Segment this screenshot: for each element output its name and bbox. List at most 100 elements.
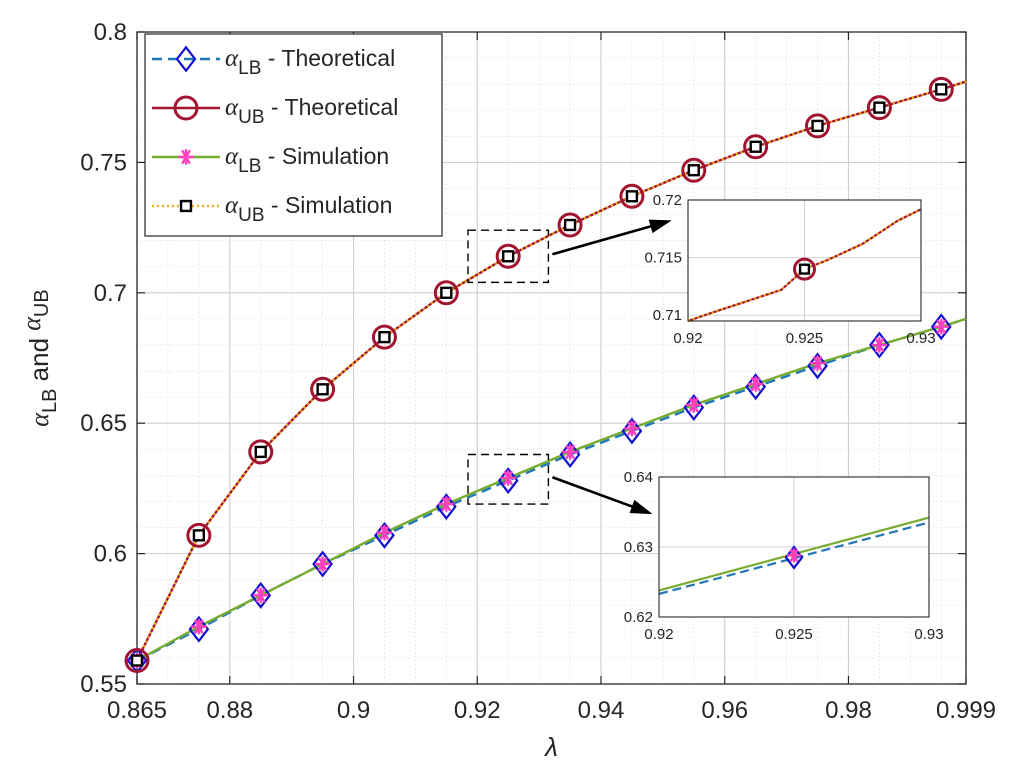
inset-y-tick-label: 0.64 bbox=[624, 469, 653, 486]
marker-asterisk bbox=[438, 496, 455, 512]
marker-diamond bbox=[621, 417, 643, 445]
marker-circle bbox=[681, 157, 707, 183]
marker-diamond bbox=[175, 45, 197, 73]
marker-circle bbox=[805, 113, 831, 139]
series-markers-2 bbox=[129, 318, 950, 669]
inset-frame bbox=[658, 476, 930, 618]
inset-line bbox=[658, 521, 930, 595]
legend: αLB - Theoretical αUB - Theoretical αLB - … bbox=[144, 33, 443, 237]
marker-diamond bbox=[784, 545, 804, 570]
marker-square bbox=[798, 263, 811, 275]
marker-square bbox=[625, 190, 639, 203]
y-axis-label: αLB and αUB bbox=[17, 289, 61, 426]
zoom-arrow-head bbox=[648, 219, 672, 234]
legend-label: αUB - Theoretical bbox=[225, 94, 398, 128]
marker-diamond bbox=[559, 440, 581, 469]
legend-label: αUB - Simulation bbox=[225, 192, 392, 226]
series-markers-3 bbox=[130, 83, 948, 667]
marker-circle bbox=[310, 376, 336, 402]
inset-y-tick-label: 0.71 bbox=[653, 307, 682, 324]
x-tick-label: 0.999 bbox=[936, 697, 996, 724]
marker-circle bbox=[619, 183, 645, 209]
inset-y-tick-label: 0.72 bbox=[653, 192, 682, 209]
marker-square bbox=[179, 199, 193, 213]
marker-diamond bbox=[745, 373, 767, 401]
y-tick-label: 0.55 bbox=[80, 671, 127, 698]
marker-circle bbox=[557, 212, 583, 238]
zoom-arrow-shaft bbox=[552, 220, 667, 256]
y-tick-label: 0.8 bbox=[94, 19, 127, 46]
marker-circle bbox=[173, 95, 199, 121]
marker-square bbox=[502, 250, 515, 263]
x-tick-label: 0.865 bbox=[107, 697, 167, 724]
zoom-arrow-head bbox=[629, 499, 653, 515]
series-layer bbox=[124, 76, 967, 675]
marker-square bbox=[130, 654, 144, 667]
marker-square bbox=[378, 330, 391, 344]
marker-diamond bbox=[374, 521, 395, 549]
marker-square bbox=[873, 101, 886, 114]
marker-asterisk bbox=[685, 396, 702, 413]
marker-diamond bbox=[312, 550, 333, 578]
legend-entry-3: αUB - Simulation bbox=[152, 192, 392, 226]
marker-diamond bbox=[250, 581, 272, 609]
marker-diamond bbox=[683, 394, 705, 422]
marker-circle bbox=[124, 648, 150, 674]
marker-square bbox=[811, 119, 824, 133]
marker-square bbox=[935, 83, 948, 96]
zoom-box bbox=[467, 229, 550, 284]
marker-asterisk bbox=[562, 443, 579, 460]
labels: λ αLB and αUB bbox=[17, 289, 558, 762]
inset-0: 0.92 0.925 0.93 0.71 0.715 0.72 bbox=[644, 192, 935, 347]
inset-frame bbox=[687, 199, 922, 322]
legend-entry-2: αLB - Simulation bbox=[152, 143, 389, 177]
inset-y-tick-label: 0.63 bbox=[624, 539, 653, 556]
marker-asterisk bbox=[933, 318, 950, 335]
marker-square bbox=[749, 140, 762, 153]
marker-asterisk bbox=[314, 556, 331, 572]
marker-circle bbox=[743, 134, 769, 160]
series-markers-1 bbox=[124, 76, 954, 674]
legend-entry-1: αUB - Theoretical bbox=[152, 94, 398, 128]
x-tick-label: 0.94 bbox=[578, 697, 625, 724]
y-tick-label: 0.65 bbox=[80, 410, 127, 437]
marker-diamond bbox=[807, 352, 828, 380]
marker-asterisk bbox=[500, 470, 517, 486]
marker-square bbox=[440, 286, 453, 299]
legend-entry-0: αLB - Theoretical bbox=[152, 45, 395, 79]
legend-label: αLB - Simulation bbox=[225, 143, 389, 177]
marker-circle bbox=[866, 95, 892, 121]
marker-circle bbox=[495, 243, 521, 269]
legend-box bbox=[144, 33, 443, 237]
marker-asterisk bbox=[747, 376, 764, 393]
marker-diamond bbox=[435, 493, 457, 521]
x-tick-label: 0.92 bbox=[454, 697, 501, 724]
x-tick-label: 0.96 bbox=[701, 697, 748, 724]
zoom-arrow-shaft bbox=[551, 476, 648, 514]
inset-x-tick-label: 0.93 bbox=[914, 626, 943, 643]
x-tick-label: 0.9 bbox=[337, 697, 370, 724]
marker-circle bbox=[793, 257, 816, 281]
y-tick-label: 0.75 bbox=[80, 149, 127, 176]
marker-diamond bbox=[497, 467, 519, 495]
marker-square bbox=[192, 529, 206, 542]
inset-1: 0.92 0.925 0.93 0.62 0.63 0.64 bbox=[624, 469, 944, 643]
y-tick-label: 0.7 bbox=[94, 280, 127, 307]
inset-x-tick-label: 0.92 bbox=[644, 626, 673, 643]
x-axis-label: λ bbox=[543, 732, 558, 762]
inset-x-tick-label: 0.92 bbox=[673, 330, 702, 347]
x-tick-label: 0.98 bbox=[825, 697, 872, 724]
plot-frame bbox=[136, 31, 967, 685]
legend-label: αLB - Theoretical bbox=[225, 45, 395, 79]
marker-circle bbox=[371, 324, 397, 350]
marker-asterisk bbox=[809, 355, 826, 372]
y-tick-label: 0.6 bbox=[94, 541, 127, 568]
marker-asterisk bbox=[190, 618, 207, 635]
inset-x-tick-label: 0.925 bbox=[786, 330, 824, 347]
marker-asterisk bbox=[376, 524, 393, 541]
inset-x-tick-label: 0.925 bbox=[775, 626, 813, 643]
marker-asterisk bbox=[178, 149, 194, 165]
marker-circle bbox=[928, 76, 954, 102]
